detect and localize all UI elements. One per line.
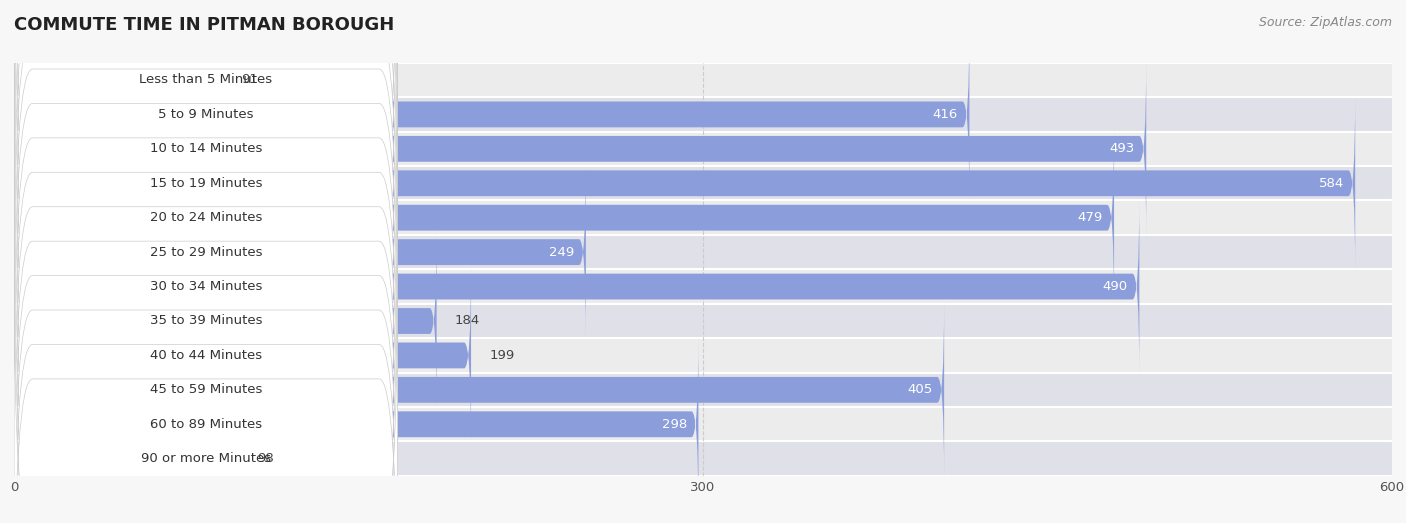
FancyBboxPatch shape — [14, 0, 398, 379]
Text: 298: 298 — [662, 418, 688, 431]
FancyBboxPatch shape — [14, 166, 1392, 200]
FancyBboxPatch shape — [14, 235, 1392, 269]
FancyBboxPatch shape — [14, 300, 945, 480]
FancyBboxPatch shape — [14, 0, 224, 170]
FancyBboxPatch shape — [14, 194, 398, 523]
Text: 5 to 9 Minutes: 5 to 9 Minutes — [157, 108, 253, 121]
FancyBboxPatch shape — [14, 97, 1392, 132]
FancyBboxPatch shape — [14, 126, 398, 517]
FancyBboxPatch shape — [14, 162, 586, 343]
FancyBboxPatch shape — [14, 56, 398, 448]
Text: 199: 199 — [489, 349, 515, 362]
Text: 40 to 44 Minutes: 40 to 44 Minutes — [150, 349, 262, 362]
Text: 10 to 14 Minutes: 10 to 14 Minutes — [149, 142, 262, 155]
FancyBboxPatch shape — [14, 229, 398, 523]
Text: COMMUTE TIME IN PITMAN BOROUGH: COMMUTE TIME IN PITMAN BOROUGH — [14, 16, 394, 33]
FancyBboxPatch shape — [14, 269, 1392, 304]
Text: 15 to 19 Minutes: 15 to 19 Minutes — [149, 177, 262, 190]
FancyBboxPatch shape — [14, 338, 1392, 372]
FancyBboxPatch shape — [14, 0, 398, 276]
FancyBboxPatch shape — [14, 334, 699, 515]
Text: 30 to 34 Minutes: 30 to 34 Minutes — [149, 280, 262, 293]
Text: Less than 5 Minutes: Less than 5 Minutes — [139, 73, 273, 86]
FancyBboxPatch shape — [14, 127, 1114, 308]
Text: 98: 98 — [257, 452, 274, 465]
Text: 493: 493 — [1109, 142, 1135, 155]
Text: 35 to 39 Minutes: 35 to 39 Minutes — [149, 314, 262, 327]
Text: 45 to 59 Minutes: 45 to 59 Minutes — [149, 383, 262, 396]
Text: 584: 584 — [1319, 177, 1344, 190]
FancyBboxPatch shape — [14, 132, 1392, 166]
FancyBboxPatch shape — [14, 441, 1392, 476]
Text: 405: 405 — [907, 383, 932, 396]
Text: 479: 479 — [1077, 211, 1102, 224]
FancyBboxPatch shape — [14, 368, 239, 523]
FancyBboxPatch shape — [14, 22, 398, 413]
FancyBboxPatch shape — [14, 91, 398, 482]
FancyBboxPatch shape — [14, 231, 437, 412]
FancyBboxPatch shape — [14, 200, 1392, 235]
Text: 249: 249 — [550, 246, 575, 259]
FancyBboxPatch shape — [14, 263, 398, 523]
FancyBboxPatch shape — [14, 265, 471, 446]
Text: 416: 416 — [932, 108, 957, 121]
FancyBboxPatch shape — [14, 24, 969, 205]
Text: 184: 184 — [456, 314, 481, 327]
FancyBboxPatch shape — [14, 63, 1392, 97]
Text: 490: 490 — [1102, 280, 1128, 293]
FancyBboxPatch shape — [14, 0, 398, 310]
Text: 25 to 29 Minutes: 25 to 29 Minutes — [149, 246, 262, 259]
Text: 91: 91 — [242, 73, 259, 86]
FancyBboxPatch shape — [14, 93, 1355, 274]
FancyBboxPatch shape — [14, 407, 1392, 441]
FancyBboxPatch shape — [14, 196, 1139, 377]
Text: 60 to 89 Minutes: 60 to 89 Minutes — [150, 418, 262, 431]
FancyBboxPatch shape — [14, 372, 1392, 407]
Text: 90 or more Minutes: 90 or more Minutes — [141, 452, 271, 465]
FancyBboxPatch shape — [14, 160, 398, 523]
FancyBboxPatch shape — [14, 59, 1146, 239]
FancyBboxPatch shape — [14, 0, 398, 345]
FancyBboxPatch shape — [14, 304, 1392, 338]
Text: Source: ZipAtlas.com: Source: ZipAtlas.com — [1258, 16, 1392, 29]
Text: 20 to 24 Minutes: 20 to 24 Minutes — [149, 211, 262, 224]
